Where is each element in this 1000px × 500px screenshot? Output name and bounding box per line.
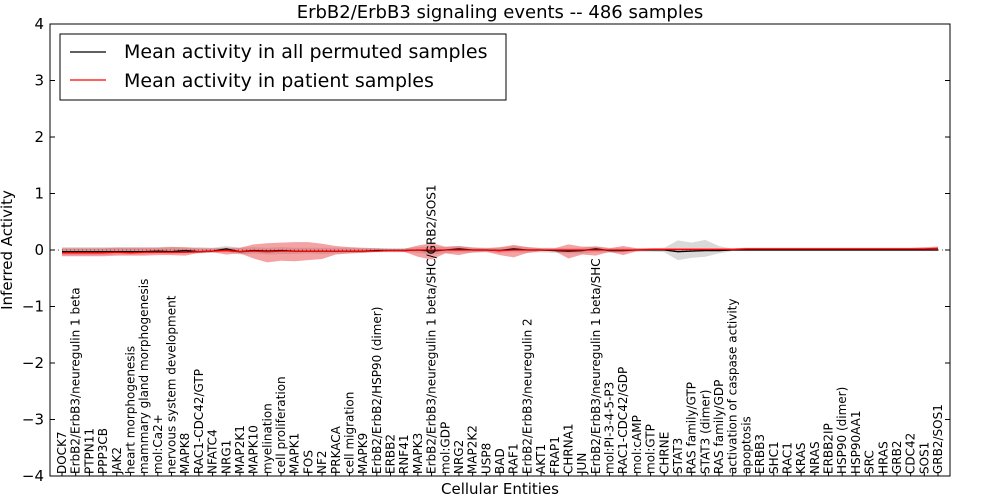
legend-label-patient: Mean activity in patient samples — [124, 70, 434, 92]
x-tick-label: heart morphogenesis — [123, 346, 137, 474]
x-tick-label: MAPK1 — [288, 433, 302, 474]
y-tick-label: 4 — [34, 15, 44, 33]
x-tick-label: MAP2K2 — [466, 425, 480, 474]
legend: Mean activity in all permuted samples Me… — [59, 33, 507, 101]
series-line-patient — [62, 247, 939, 254]
legend-label-permuted: Mean activity in all permuted samples — [124, 41, 487, 63]
y-tick-label: 2 — [34, 128, 44, 146]
x-tick-label: NFATC4 — [206, 429, 220, 474]
x-tick-label: NRG1 — [219, 440, 233, 474]
x-tick-label: PPP3CB — [96, 428, 110, 474]
x-tick-label: GRB2/SOS1 — [931, 404, 945, 474]
x-tick-label: activation of caspase activity — [726, 299, 740, 474]
y-tick-label: −4 — [22, 467, 44, 485]
x-tick-label: STAT3 — [671, 438, 685, 474]
x-tick-label: USP8 — [479, 443, 493, 474]
x-tick-label: ERBB2 — [384, 434, 398, 474]
x-tick-label: PRKACA — [329, 425, 343, 474]
y-axis-title: Inferred Activity — [0, 190, 16, 310]
x-tick-label: NRAS — [808, 441, 822, 474]
x-tick-label: cell migration — [342, 392, 356, 474]
x-tick-label: nervous system development — [165, 295, 179, 474]
x-tick-label: CHRNA1 — [561, 423, 575, 474]
x-tick-label: cell proliferation — [274, 376, 288, 474]
y-tick-label: −3 — [22, 411, 44, 429]
x-tick-label: SOS1 — [917, 442, 931, 474]
legend-box — [59, 33, 507, 101]
x-tick-label: RAS family/GDP — [712, 380, 726, 474]
x-tick-label: mol:GDP — [438, 422, 452, 474]
x-tick-label: ERBB3 — [753, 434, 767, 474]
x-tick-label: SRC — [863, 450, 877, 474]
x-tick-label: apoptosis — [739, 416, 753, 474]
x-tick-label: RAS family/GTP — [685, 382, 699, 474]
x-tick-label: NRG2 — [452, 440, 466, 474]
y-tick-label: −1 — [22, 298, 44, 316]
x-tick-label: myelination — [260, 403, 274, 474]
x-tick-label: ErbB2/ErbB3/neuregulin 1 beta/SHC/GRB2/S… — [425, 184, 439, 474]
x-tick-label: ErbB2/ErbB3/neuregulin 1 beta/SHC — [589, 258, 603, 474]
x-tick-label: KRAS — [794, 442, 808, 474]
x-tick-label: mammary gland morphogenesis — [137, 279, 151, 474]
x-tick-label: ErbB2/ErbB2/HSP90 (dimer) — [370, 307, 384, 474]
y-tick-label: 0 — [34, 241, 44, 259]
y-tick-label: −2 — [22, 354, 44, 372]
y-axis: −4 −3 −2 −1 0 1 2 3 4 — [22, 15, 950, 485]
x-tick-label: MAPK9 — [356, 433, 370, 474]
x-tick-label: SHC1 — [767, 441, 781, 474]
x-tick-label: DOCK7 — [55, 431, 69, 474]
chart-title: ErbB2/ErbB3 signaling events -- 486 samp… — [297, 2, 704, 23]
y-tick-label: 3 — [34, 72, 44, 90]
x-tick-label: MAPK10 — [247, 425, 261, 474]
x-tick-label: RNF41 — [397, 435, 411, 475]
x-tick-label: mol:cAMP — [630, 415, 644, 474]
x-tick-label: HSP90 (dimer) — [835, 387, 849, 474]
x-tick-label: RAF1 — [507, 443, 521, 474]
x-tick-label: PTPN11 — [82, 428, 96, 474]
x-tick-label: NF2 — [315, 450, 329, 474]
x-tick-label: RAC1 — [780, 442, 794, 474]
x-tick-label: FRAP1 — [548, 436, 562, 474]
x-tick-label: GRB2 — [890, 440, 904, 474]
x-tick-label: HRAS — [876, 441, 890, 474]
x-tick-label: ErbB2/ErbB3/neuregulin 2 — [520, 318, 534, 474]
x-tick-label: AKT1 — [534, 444, 548, 474]
x-tick-label: mol:Ca2+ — [151, 414, 165, 474]
x-tick-label: mol:GTP — [644, 424, 658, 474]
x-tick-label: STAT3 (dimer) — [698, 390, 712, 474]
lines-layer — [62, 247, 939, 254]
x-tick-label: RAC1-CDC42/GTP — [192, 369, 206, 474]
x-tick-label: RAC1-CDC42/GDP — [616, 367, 630, 474]
x-tick-label: mol:PI-3-4-5-P3 — [603, 382, 617, 474]
x-axis: DOCK7 ErbB2/ErbB3/neuregulin 1 beta PTPN11… — [55, 184, 945, 476]
x-tick-label: JAK2 — [110, 447, 124, 475]
x-axis-title: Cellular Entities — [441, 480, 559, 498]
x-tick-label: MAP2K1 — [233, 425, 247, 474]
x-tick-label: MAPK8 — [178, 433, 192, 474]
x-tick-label: HSP90AA1 — [849, 410, 863, 474]
x-tick-label: FOS — [301, 450, 315, 474]
x-tick-label: ERBB2IP — [822, 423, 836, 474]
y-tick-label: 1 — [34, 185, 44, 203]
x-tick-label: CDC42 — [904, 433, 918, 474]
x-tick-label: JUN — [575, 453, 589, 475]
x-tick-label: ErbB2/ErbB3/neuregulin 1 beta — [69, 287, 83, 474]
x-tick-label: MAPK3 — [411, 433, 425, 474]
band-patient — [62, 242, 938, 263]
x-tick-label: CHRNE — [657, 432, 671, 474]
x-tick-label: BAD — [493, 448, 507, 474]
